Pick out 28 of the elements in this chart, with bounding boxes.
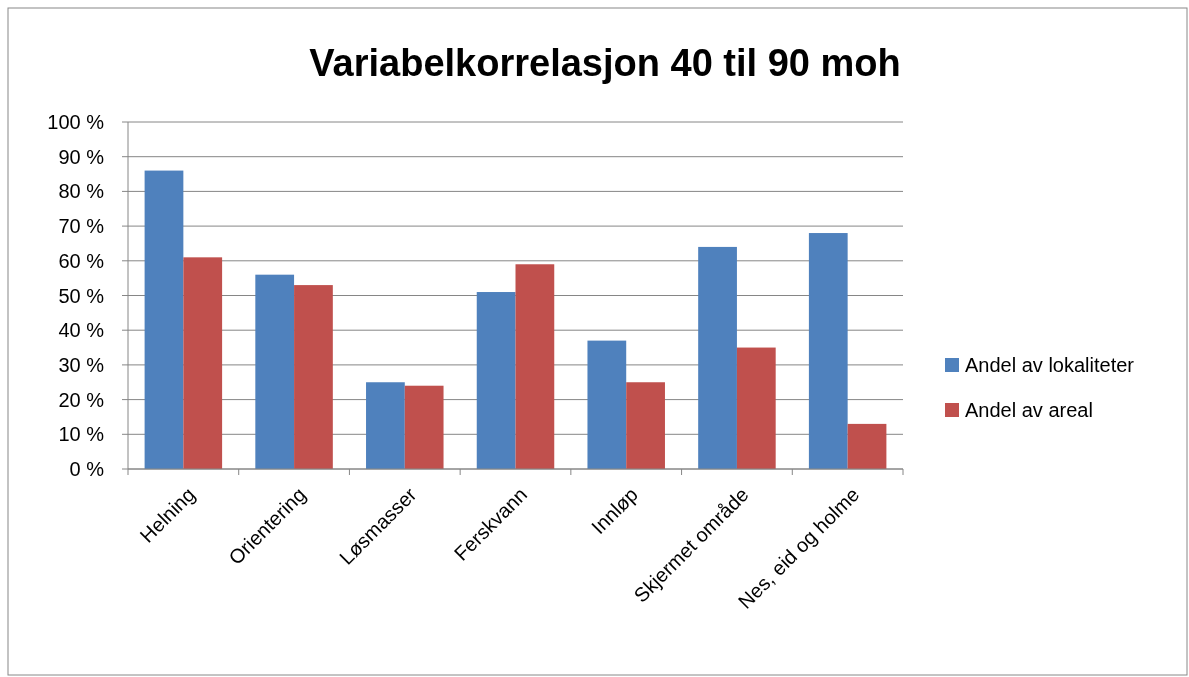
y-tick-label: 10 % <box>58 423 105 446</box>
bar <box>736 347 776 469</box>
y-tick-label: 20 % <box>58 388 105 411</box>
bar <box>587 340 627 469</box>
y-tick-label: 70 % <box>58 215 105 238</box>
y-tick-label: 0 % <box>69 458 105 480</box>
bar <box>404 385 444 469</box>
legend-label: Andel av lokaliteter <box>965 354 1135 376</box>
y-tick-label: 60 % <box>58 249 105 272</box>
bar <box>366 382 405 469</box>
bar <box>183 257 223 469</box>
y-tick-label: 80 % <box>58 180 105 203</box>
bar <box>255 274 295 469</box>
bar <box>626 382 665 469</box>
bar <box>144 170 184 469</box>
bar <box>476 292 516 469</box>
y-tick-label: 100 % <box>47 111 105 133</box>
y-tick-label: 50 % <box>58 284 105 307</box>
legend-label: Andel av areal <box>965 399 1093 421</box>
y-tick-label: 30 % <box>58 353 105 376</box>
y-tick-label: 40 % <box>58 319 105 342</box>
bar <box>698 246 737 469</box>
chart-title: Variabelkorrelasjon 40 til 90 moh <box>309 42 901 84</box>
bar <box>294 285 333 469</box>
bar <box>847 423 887 469</box>
y-tick-label: 90 % <box>58 145 105 168</box>
bar <box>515 264 555 469</box>
bar <box>808 233 848 469</box>
